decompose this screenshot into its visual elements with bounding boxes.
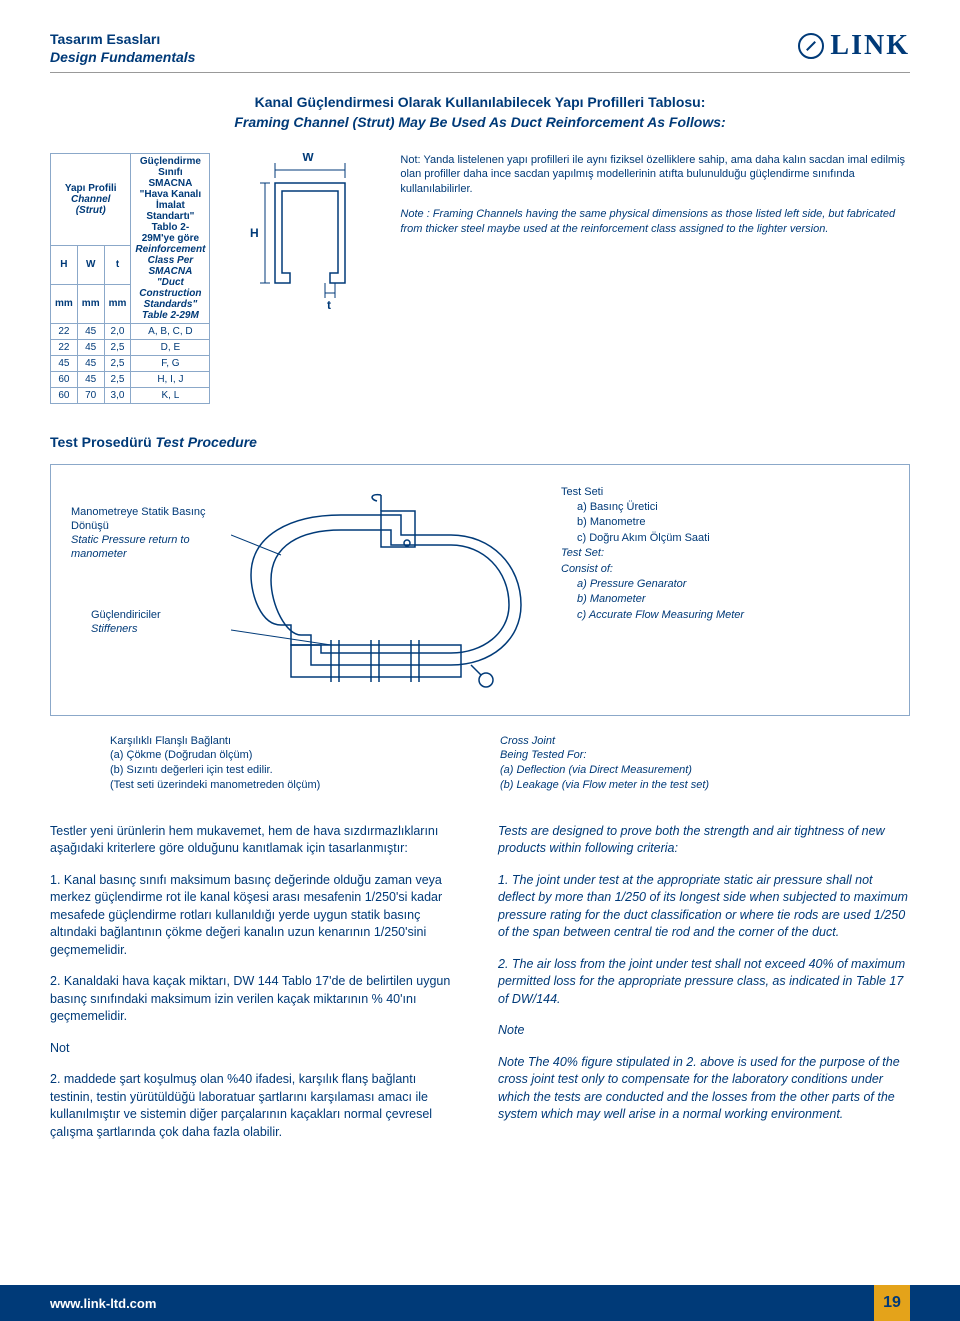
note-heading: Note xyxy=(498,1022,910,1040)
list-item: Doğru Akım Ölçüm Saati xyxy=(577,531,744,546)
caption-en: Cross Joint Being Tested For: (a) Deflec… xyxy=(500,734,850,793)
test-set-list: Test Seti Basınç Üretici Manometre Doğru… xyxy=(561,485,744,624)
subhead-mm: mm xyxy=(104,284,131,323)
svg-text:t: t xyxy=(327,298,331,312)
test-left-labels: Manometreye Statik Basınç Dönüşü Static … xyxy=(71,485,211,637)
caption-tr: Karşılıklı Flanşlı Bağlantı (a) Çökme (D… xyxy=(110,734,460,793)
col1-header: Yapı Profili Channel (Strut) xyxy=(51,153,131,245)
logo-icon xyxy=(798,33,824,59)
paragraph: 1. Kanal basınç sınıfı maksimum basınç d… xyxy=(50,872,462,960)
paragraph: Note The 40% figure stipulated in 2. abo… xyxy=(498,1054,910,1124)
header-title-en: Design Fundamentals xyxy=(50,48,195,66)
paragraph: Tests are designed to prove both the str… xyxy=(498,823,910,858)
subhead-w: W xyxy=(77,245,104,284)
svg-text:H: H xyxy=(250,226,259,240)
paragraph: 2. The air loss from the joint under tes… xyxy=(498,956,910,1009)
test-set-tr: Test Seti xyxy=(561,485,744,500)
stiffeners-label-en: Stiffeners xyxy=(91,622,211,636)
title-tr: Kanal Güçlendirmesi Olarak Kullanılabile… xyxy=(50,93,910,113)
paragraph: Testler yeni ürünlerin hem mukavemet, he… xyxy=(50,823,462,858)
paragraph: 1. The joint under test at the appropria… xyxy=(498,872,910,942)
subhead-mm: mm xyxy=(77,284,104,323)
profile-note: Not: Yanda listelenen yapı profilleri il… xyxy=(400,153,910,247)
column-en: Tests are designed to prove both the str… xyxy=(498,823,910,1156)
column-tr: Testler yeni ürünlerin hem mukavemet, he… xyxy=(50,823,462,1156)
list-item: Basınç Üretici xyxy=(577,500,744,515)
table-row: 60 70 3,0 K, L xyxy=(51,387,210,403)
section-title: Kanal Güçlendirmesi Olarak Kullanılabile… xyxy=(50,93,910,132)
manometer-label-tr: Manometreye Statik Basınç Dönüşü xyxy=(71,505,211,534)
channel-profile-diagram: W H t xyxy=(230,153,380,313)
logo-text: LINK xyxy=(830,30,910,62)
note-en: Note : Framing Channels having the same … xyxy=(400,207,910,237)
test-set-en1: Test Set: xyxy=(561,546,744,561)
manometer-label-en: Static Pressure return to manometer xyxy=(71,533,211,562)
test-procedure-box: Manometreye Statik Basınç Dönüşü Static … xyxy=(50,464,910,716)
svg-text:W: W xyxy=(303,153,315,164)
note-tr: Not: Yanda listelenen yapı profilleri il… xyxy=(400,153,910,198)
subhead-mm: mm xyxy=(51,284,78,323)
subhead-h: H xyxy=(51,245,78,284)
test-procedure-heading: Test Prosedürü Test Procedure xyxy=(50,434,910,450)
test-set-en2: Consist of: xyxy=(561,562,744,577)
body-text-columns: Testler yeni ürünlerin hem mukavemet, he… xyxy=(50,823,910,1156)
header-title: Tasarım Esasları Design Fundamentals xyxy=(50,30,195,66)
table-row: 22 45 2,0 A, B, C, D xyxy=(51,323,210,339)
title-en: Framing Channel (Strut) May Be Used As D… xyxy=(50,113,910,133)
note-heading: Not xyxy=(50,1040,462,1058)
table-row: 45 45 2,5 F, G xyxy=(51,355,210,371)
test-caption-row: Karşılıklı Flanşlı Bağlantı (a) Çökme (D… xyxy=(50,734,910,793)
table-row: 22 45 2,5 D, E xyxy=(51,339,210,355)
paragraph: 2. Kanaldaki hava kaçak miktarı, DW 144 … xyxy=(50,973,462,1026)
stiffeners-label-tr: Güçlendiriciler xyxy=(91,608,211,622)
list-item: Manometer xyxy=(577,592,744,607)
table-row: 60 45 2,5 H, I, J xyxy=(51,371,210,387)
page-header: Tasarım Esasları Design Fundamentals LIN… xyxy=(50,30,910,73)
section-table-diagram: Yapı Profili Channel (Strut) Güçlendirme… xyxy=(50,153,910,404)
test-setup-diagram xyxy=(231,485,541,695)
page-number: 19 xyxy=(874,1285,910,1321)
profile-table: Yapı Profili Channel (Strut) Güçlendirme… xyxy=(50,153,210,404)
list-item: Pressure Genarator xyxy=(577,577,744,592)
subhead-t: t xyxy=(104,245,131,284)
brand-logo: LINK xyxy=(798,30,910,62)
paragraph: 2. maddede şart koşulmuş olan %40 ifades… xyxy=(50,1071,462,1141)
footer-url: www.link-ltd.com xyxy=(50,1296,156,1311)
list-item: Manometre xyxy=(577,515,744,530)
header-title-tr: Tasarım Esasları xyxy=(50,30,195,48)
page-footer: www.link-ltd.com 19 xyxy=(0,1285,960,1321)
list-item: Accurate Flow Measuring Meter xyxy=(577,608,744,623)
col2-header: Güçlendirme Sınıfı SMACNA "Hava Kanalı İ… xyxy=(131,153,210,323)
